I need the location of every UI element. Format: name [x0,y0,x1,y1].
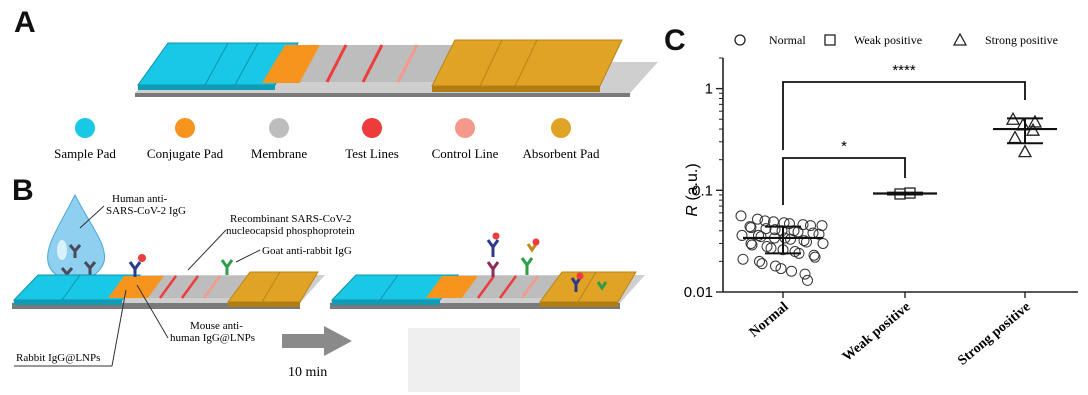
panel-b-diagram: Human anti- SARS-CoV-2 IgG Recombinant S… [12,193,645,392]
data-point-normal [744,221,756,233]
legend-label-membrane: Membrane [251,146,308,161]
control-line-a [396,44,419,83]
label-goat: Goat anti-rabbit IgG [262,245,352,257]
legend-marker-strong [952,32,968,46]
data-point-normal [735,210,747,222]
legend-dot-test-lines [362,118,382,138]
legend-dot-conjugate-pad [175,118,195,138]
test-line-1-a [325,44,348,83]
data-point-normal [813,228,825,240]
data-point-normal [785,233,796,245]
data-point-normal [737,253,749,265]
captured-complex-icons [486,232,608,292]
data-point-normal [752,213,763,225]
svg-text:R (a.u.): R (a.u.) [684,163,701,216]
legend-dot-control-line [455,118,475,138]
y-tick-label: 1 [705,81,713,98]
legend-dot-sample-pad [75,118,95,138]
data-point-normal [736,229,748,241]
x-tick-label-0: Normal [747,300,792,341]
data-point-normal [799,268,811,280]
legend-label-test-lines: Test Lines [345,146,399,161]
data-point-normal [770,260,781,272]
label-time: 10 min [288,365,327,380]
y-axis-title: R (a.u.) [684,163,701,216]
x-tick-label-2: Strong positive [955,300,1033,369]
data-point-normal [760,223,772,235]
label-mouse-2: human IgG@LNPs [170,332,255,344]
result-placeholder [408,328,520,392]
label-human-igg-2: SARS-CoV-2 IgG [106,205,186,217]
y-axis-title-unit: (a.u.) [684,163,701,205]
legend-marker-weak [824,34,836,46]
label-human-igg-1: Human anti- [112,193,168,205]
y-tick-label: 0.01 [684,284,713,301]
x-tick-label-1: Weak positive [840,300,914,365]
data-point-normal [786,265,797,277]
panel-a-diagram: Sample Pad Conjugate Pad Membrane Test L… [54,39,658,161]
data-point-normal [745,222,757,234]
legend-label-conjugate-pad: Conjugate Pad [147,146,224,161]
label-rabbit: Rabbit IgG@LNPs [16,352,100,364]
legend-label-absorbent-pad: Absorbent Pad [523,146,600,161]
data-point-normal [754,255,765,267]
data-point-normal [817,237,829,249]
legend-label-strong: Strong positive [985,33,1058,47]
data-point-normal [756,258,768,270]
goat-antibody-icon [220,259,234,275]
test-strip-a [135,39,658,97]
legend-label-weak: Weak positive [854,33,922,47]
data-point-strong [1007,130,1023,144]
chart-legend: Normal Weak positive Strong positive [734,32,1058,47]
y-tick-label: 0.1 [692,182,713,199]
legend-a: Sample Pad Conjugate Pad Membrane Test L… [54,118,600,161]
test-line-2-a [361,44,384,83]
legend-marker-normal [734,34,746,46]
time-arrow [282,326,352,356]
label-mouse-1: Mouse anti- [190,320,243,332]
conjugate-antibody-icon [128,254,146,277]
panel-label-b: B [12,174,34,207]
test-strip-b-right [330,232,645,309]
legend-label-normal: Normal [769,33,806,47]
data-point-normal [808,249,820,261]
data-point-normal [775,263,787,275]
conjugate-pad-a [262,45,320,83]
data-point-normal [765,242,777,254]
data-point-normal [798,235,810,247]
data-point-normal [755,231,767,243]
significance-label-0: * [841,138,847,155]
data-point-normal [746,239,758,251]
label-recombinant-1: Recombinant SARS-CoV-2 [230,213,352,225]
panel-label-c: C [664,24,686,57]
legend-dot-absorbent-pad [551,118,571,138]
significance-bracket-1 [782,81,1026,150]
legend-label-control-line: Control Line [432,146,499,161]
data-point-normal [805,220,816,232]
test-strip-b-left [12,254,325,309]
data-point-normal [809,251,821,263]
legend-dot-membrane [269,118,289,138]
data-point-normal [802,274,813,286]
panel-label-a: A [14,6,36,39]
significance-bracket-0 [782,157,906,205]
data-point-strong [1017,144,1033,158]
label-recombinant-2: nucleocapsid phosphoprotein [226,225,355,237]
significance-label-1: **** [892,62,916,79]
y-axis-title-symbol: R [684,205,701,217]
data-point-normal [769,224,781,236]
legend-label-sample-pad: Sample Pad [54,146,116,161]
